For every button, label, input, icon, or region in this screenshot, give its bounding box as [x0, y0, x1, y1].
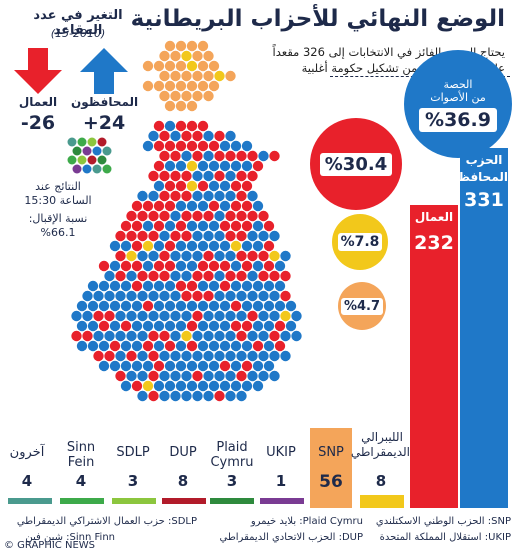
page-title: الوضع النهائي للأحزاب البريطانية	[130, 6, 505, 32]
party-name-libdem-line-1: الليبرالي	[361, 430, 403, 444]
vote-share-snp-circle: %4.7	[338, 282, 386, 330]
vote-share-labour-value: %30.4	[319, 152, 393, 176]
party-name-libdem: الليبرالي الديمقراطي	[350, 430, 410, 460]
bar-labour-label: العمال 232	[410, 210, 458, 254]
party-seats-ukip: 1	[275, 472, 287, 490]
party-seats-dup: 8	[177, 472, 189, 490]
bar-libdem	[360, 495, 404, 508]
party-seats-sinn-fein: 4	[75, 472, 87, 490]
party-name-sinn-fein-line-2: Fein	[67, 455, 95, 470]
vote-share-conservative-circle: الحصة من الأصوات %36.9	[404, 50, 512, 158]
change-years: (15-2010)	[50, 27, 106, 40]
party-name-plaid-line-2: Cymru	[210, 455, 254, 470]
bar-labour-seats: 232	[414, 232, 454, 254]
party-name-plaid-cymru: Plaid Cymru	[206, 440, 258, 470]
legend-ukip: UKIP: استقلال المملكة المتحدة	[379, 532, 511, 543]
party-name-libdem-line-2: الديمقراطي	[350, 445, 410, 459]
vote-share-snp-value: %4.7	[340, 297, 384, 315]
legend-snp: SNP: الحزب الوطني الاسكتلندي	[375, 516, 511, 527]
party-seats-snp: 56	[319, 472, 343, 492]
party-swatch-plaid-cymru	[210, 498, 254, 504]
party-swatch-sinn-fein	[60, 498, 104, 504]
change-conservative-value: +24	[82, 112, 126, 134]
footer-credit: © GRAPHIC NEWS	[4, 540, 96, 551]
party-name-plaid-line-1: Plaid	[216, 440, 248, 455]
results-time-line-1: النتائج عند	[35, 180, 81, 193]
change-title: التغير في عدد المقاعد	[33, 8, 123, 38]
change-labour-label: العمال	[18, 95, 58, 109]
legend-sdlp: SDLP: حزب العمال الاشتراكي الديمقراطي	[16, 516, 197, 527]
party-name-sdlp: SDLP	[116, 445, 150, 460]
up-arrow-icon	[80, 48, 128, 94]
bar-conservative-label-line-2: المحافظ	[457, 170, 508, 184]
vote-share-labour-circle: %30.4	[310, 118, 402, 210]
turnout-label: نسبة الإقبال:	[28, 212, 88, 225]
mini-hex-cluster	[67, 137, 112, 174]
bar-conservative	[460, 148, 508, 508]
party-name-sinn-fein-line-1: Sinn	[66, 440, 96, 455]
vote-share-label-line-1: الحصة	[443, 78, 473, 91]
vote-share-conservative-value: %36.9	[419, 108, 497, 132]
legend-dup: DUP: الحزب الاتحادي الديمقراطي	[219, 532, 363, 543]
party-seats-libdem: 8	[375, 472, 387, 490]
results-time-line-2: الساعة 15:30	[24, 194, 92, 207]
party-name-dup: DUP	[169, 445, 197, 460]
party-name-sinn-fein: Sinn Fein	[56, 440, 106, 470]
change-conservative-label: المحافظون	[71, 95, 139, 109]
party-name-others: آخرون	[9, 445, 45, 460]
bar-conservative-label-line-1: الحزب	[465, 153, 503, 167]
party-swatch-ukip	[260, 498, 304, 504]
party-seats-others: 4	[21, 472, 33, 490]
bar-conservative-label: الحزب المحافظ 331	[457, 152, 508, 211]
turnout: نسبة الإقبال: %66.1	[18, 212, 98, 240]
party-swatch-dup	[162, 498, 206, 504]
uk-hex-map	[71, 40, 302, 402]
bar-snp	[310, 428, 352, 508]
legend-plaid: Plaid Cymru: بلايد خيمرو	[250, 516, 363, 527]
bar-labour	[410, 205, 458, 508]
bar-conservative-seats: 331	[464, 189, 504, 211]
legend-sinn-fein: Sinn Finn: شين فين	[25, 532, 115, 543]
results-time: النتائج عند الساعة 15:30	[18, 180, 98, 208]
turnout-value: %66.1	[40, 226, 76, 239]
vote-share-libdem-circle: %7.8	[332, 214, 388, 270]
party-seats-plaid-cymru: 3	[226, 472, 238, 490]
party-name-snp: SNP	[318, 445, 344, 460]
party-swatch-others	[8, 498, 52, 504]
vote-share-libdem-value: %7.8	[337, 233, 383, 251]
down-arrow-icon	[14, 48, 62, 94]
party-seats-sdlp: 3	[127, 472, 139, 490]
bar-labour-label-line-1: العمال	[414, 210, 454, 224]
party-swatch-sdlp	[112, 498, 156, 504]
change-labour-value: -26	[20, 112, 56, 134]
vote-share-label-line-2: من الأصوات	[430, 91, 486, 104]
party-name-ukip: UKIP	[266, 445, 296, 460]
